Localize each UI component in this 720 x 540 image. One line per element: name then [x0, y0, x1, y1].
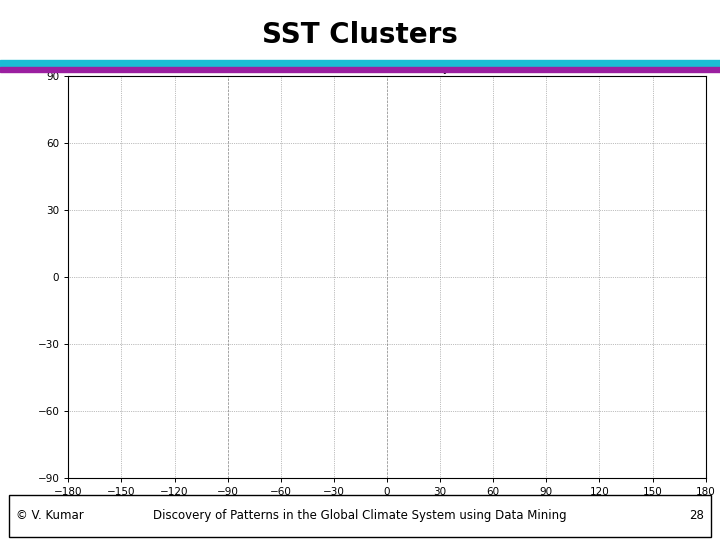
Text: Discovery of Patterns in the Global Climate System using Data Mining: Discovery of Patterns in the Global Clim… — [153, 509, 567, 522]
Title: 107 SNN Clusters for Detrended Monthly Z SST (1958-1998): 107 SNN Clusters for Detrended Monthly Z… — [210, 62, 564, 75]
Text: SST Clusters: SST Clusters — [262, 21, 458, 49]
Text: 28: 28 — [689, 509, 704, 522]
FancyBboxPatch shape — [9, 495, 711, 537]
X-axis label: longitude: longitude — [359, 500, 415, 512]
Text: © V. Kumar: © V. Kumar — [16, 509, 84, 522]
